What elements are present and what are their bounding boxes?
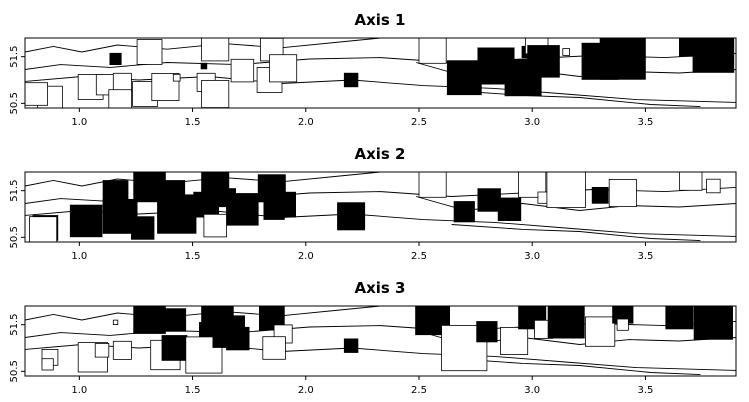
data-square xyxy=(476,321,498,343)
y-tick-label: 51.5 xyxy=(9,46,20,68)
x-tick-label: 2.5 xyxy=(411,251,427,262)
data-square xyxy=(453,201,475,223)
data-square xyxy=(262,336,286,360)
data-square xyxy=(679,172,703,191)
y-tick-label: 50.5 xyxy=(9,226,20,248)
plot-area xyxy=(25,306,736,376)
x-tick-label: 1.0 xyxy=(71,385,87,396)
x-tick-label: 1.5 xyxy=(185,251,201,262)
panel-title: Axis 2 xyxy=(354,145,405,163)
data-square xyxy=(608,178,637,207)
x-tick-label: 3.5 xyxy=(637,385,653,396)
data-square xyxy=(446,60,482,96)
data-square xyxy=(200,62,208,70)
axes-frame xyxy=(24,171,737,243)
data-square xyxy=(162,308,187,332)
boundary-line xyxy=(25,38,381,53)
x-tick-label: 3.5 xyxy=(637,117,653,128)
data-square xyxy=(25,82,49,106)
data-square xyxy=(546,172,586,209)
data-square xyxy=(94,343,110,358)
data-square xyxy=(112,72,132,92)
y-tick-label: 50.5 xyxy=(9,92,20,114)
x-tick-label: 2.5 xyxy=(411,385,427,396)
x-tick-label: 1.0 xyxy=(71,251,87,262)
data-square xyxy=(585,316,616,347)
panel-title: Axis 3 xyxy=(354,279,405,297)
x-tick-label: 1.0 xyxy=(71,117,87,128)
data-square xyxy=(477,188,501,212)
data-square xyxy=(172,73,181,82)
data-square xyxy=(665,306,694,330)
x-tick-label: 3.0 xyxy=(524,251,540,262)
data-square xyxy=(230,58,255,83)
data-square xyxy=(518,172,547,198)
x-tick-label: 1.5 xyxy=(185,117,201,128)
data-square xyxy=(69,204,103,238)
data-square xyxy=(599,38,646,80)
boundary-line xyxy=(25,320,736,338)
data-square xyxy=(203,213,227,238)
y-tick-label: 51.5 xyxy=(9,180,20,202)
data-square xyxy=(706,178,721,194)
panel-axis-2: Axis 2 1.0 1.5 2.0 2.5 3.0 3.5 50.5 51.5 xyxy=(9,145,737,262)
y-tick-label: 51.5 xyxy=(9,314,20,336)
data-square xyxy=(108,89,132,108)
data-square xyxy=(130,216,155,240)
x-tick-label: 3.0 xyxy=(524,385,540,396)
data-square xyxy=(692,38,735,73)
data-square xyxy=(161,335,188,361)
x-tick-label: 2.0 xyxy=(298,117,314,128)
data-square xyxy=(337,202,366,231)
data-square xyxy=(112,319,119,326)
boundary-line xyxy=(451,358,701,376)
x-tick-label: 2.0 xyxy=(298,251,314,262)
data-square xyxy=(201,38,230,62)
data-square xyxy=(500,326,529,355)
data-square xyxy=(226,326,250,351)
data-square xyxy=(136,39,163,65)
data-square xyxy=(343,338,359,353)
boundary-line xyxy=(451,224,701,242)
data-square xyxy=(497,197,522,222)
panel-title: Axis 1 xyxy=(354,11,405,29)
data-square xyxy=(343,72,359,88)
data-square xyxy=(418,172,447,198)
x-tick-label: 3.5 xyxy=(637,251,653,262)
data-square xyxy=(41,358,54,371)
data-square xyxy=(263,198,285,220)
data-square xyxy=(102,180,129,206)
panel-axis-1: Axis 1 1.0 1.5 2.0 2.5 3.0 3.5 50.5 51.5 xyxy=(9,11,737,128)
data-square xyxy=(112,340,132,360)
x-tick-label: 3.0 xyxy=(524,117,540,128)
data-square xyxy=(109,52,122,65)
data-square xyxy=(29,216,58,242)
x-tick-label: 1.5 xyxy=(185,385,201,396)
data-square xyxy=(693,306,733,340)
boundary-line xyxy=(451,90,701,108)
axes-frame xyxy=(24,37,737,109)
y-tick-label: 50.5 xyxy=(9,360,20,382)
plot-area xyxy=(25,38,736,108)
data-square xyxy=(562,48,570,56)
x-tick-label: 2.5 xyxy=(411,117,427,128)
data-square xyxy=(269,54,298,83)
data-square xyxy=(591,186,609,204)
axes-frame xyxy=(24,305,737,377)
data-square xyxy=(616,318,629,331)
data-square xyxy=(226,193,259,226)
x-tick-label: 2.0 xyxy=(298,385,314,396)
plot-area xyxy=(25,172,736,242)
data-square xyxy=(547,306,585,339)
data-square xyxy=(418,38,447,64)
data-square xyxy=(527,45,560,78)
data-square xyxy=(133,306,166,334)
panel-axis-3: Axis 3 1.0 1.5 2.0 2.5 3.0 3.5 50.5 51.5 xyxy=(9,279,737,396)
data-square xyxy=(201,80,230,108)
data-square xyxy=(157,194,197,234)
